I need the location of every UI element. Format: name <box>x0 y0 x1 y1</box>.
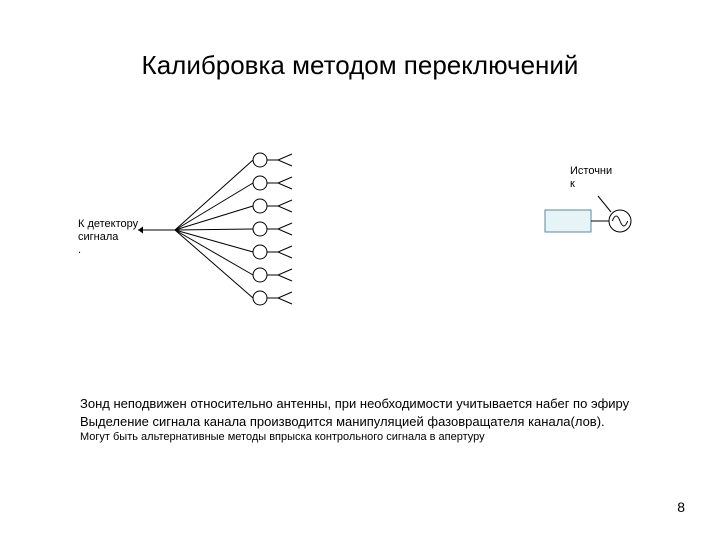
slide: { "title": { "text": "Калибровка методом… <box>0 0 720 540</box>
antenna-array <box>138 153 292 305</box>
signal-source <box>545 196 631 232</box>
diagram-svg <box>0 0 720 540</box>
